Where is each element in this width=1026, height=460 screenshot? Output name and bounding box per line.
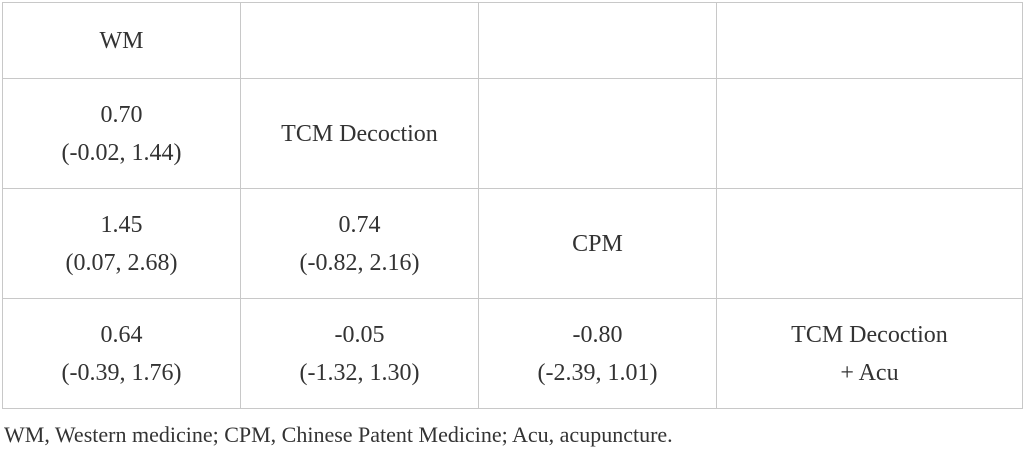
cell-text: -0.80 [572,321,623,348]
comparison-table: WM 0.70 (-0.02, 1.44) TCM Decoction 1.45 (0.0… [2,2,1023,409]
table-cell: TCM Decoction [240,78,479,189]
table-cell [716,188,1023,299]
table-cell: 0.70 (-0.02, 1.44) [2,78,241,189]
cell-text: + Acu [840,359,899,386]
cell-text: (-0.39, 1.76) [61,359,182,386]
table-cell: 1.45 (0.07, 2.68) [2,188,241,299]
table-cell [478,2,717,79]
cell-text: 0.70 [100,101,143,128]
table-cell: WM [2,2,241,79]
table-row: 1.45 (0.07, 2.68) 0.74 (-0.82, 2.16) CPM [2,188,1023,299]
table-cell [716,78,1023,189]
cell-text: (-0.82, 2.16) [299,249,420,276]
table-cell: -0.80 (-2.39, 1.01) [478,298,717,409]
cell-text: (0.07, 2.68) [65,249,178,276]
table-cell [716,2,1023,79]
cell-text: (-0.02, 1.44) [61,139,182,166]
cell-text: CPM [572,230,623,257]
table-cell: TCM Decoction + Acu [716,298,1023,409]
table-row: WM [2,2,1023,79]
cell-text: (-1.32, 1.30) [299,359,420,386]
cell-text: TCM Decoction [281,120,438,147]
cell-text: -0.05 [334,321,385,348]
cell-text: 0.74 [338,211,381,238]
footnote: WM, Western medicine; CPM, Chinese Paten… [4,422,673,447]
cell-text: TCM Decoction [791,321,948,348]
table-cell: CPM [478,188,717,299]
table-row: 0.64 (-0.39, 1.76) -0.05 (-1.32, 1.30) -0.80… [2,298,1023,409]
cell-text: WM [99,27,144,54]
table-cell [240,2,479,79]
cell-text: (-2.39, 1.01) [537,359,658,386]
table-cell: 0.64 (-0.39, 1.76) [2,298,241,409]
table-cell: -0.05 (-1.32, 1.30) [240,298,479,409]
table-cell [478,78,717,189]
cell-text: 1.45 [100,211,143,238]
table-row: 0.70 (-0.02, 1.44) TCM Decoction [2,78,1023,189]
table-cell: 0.74 (-0.82, 2.16) [240,188,479,299]
cell-text: 0.64 [100,321,143,348]
